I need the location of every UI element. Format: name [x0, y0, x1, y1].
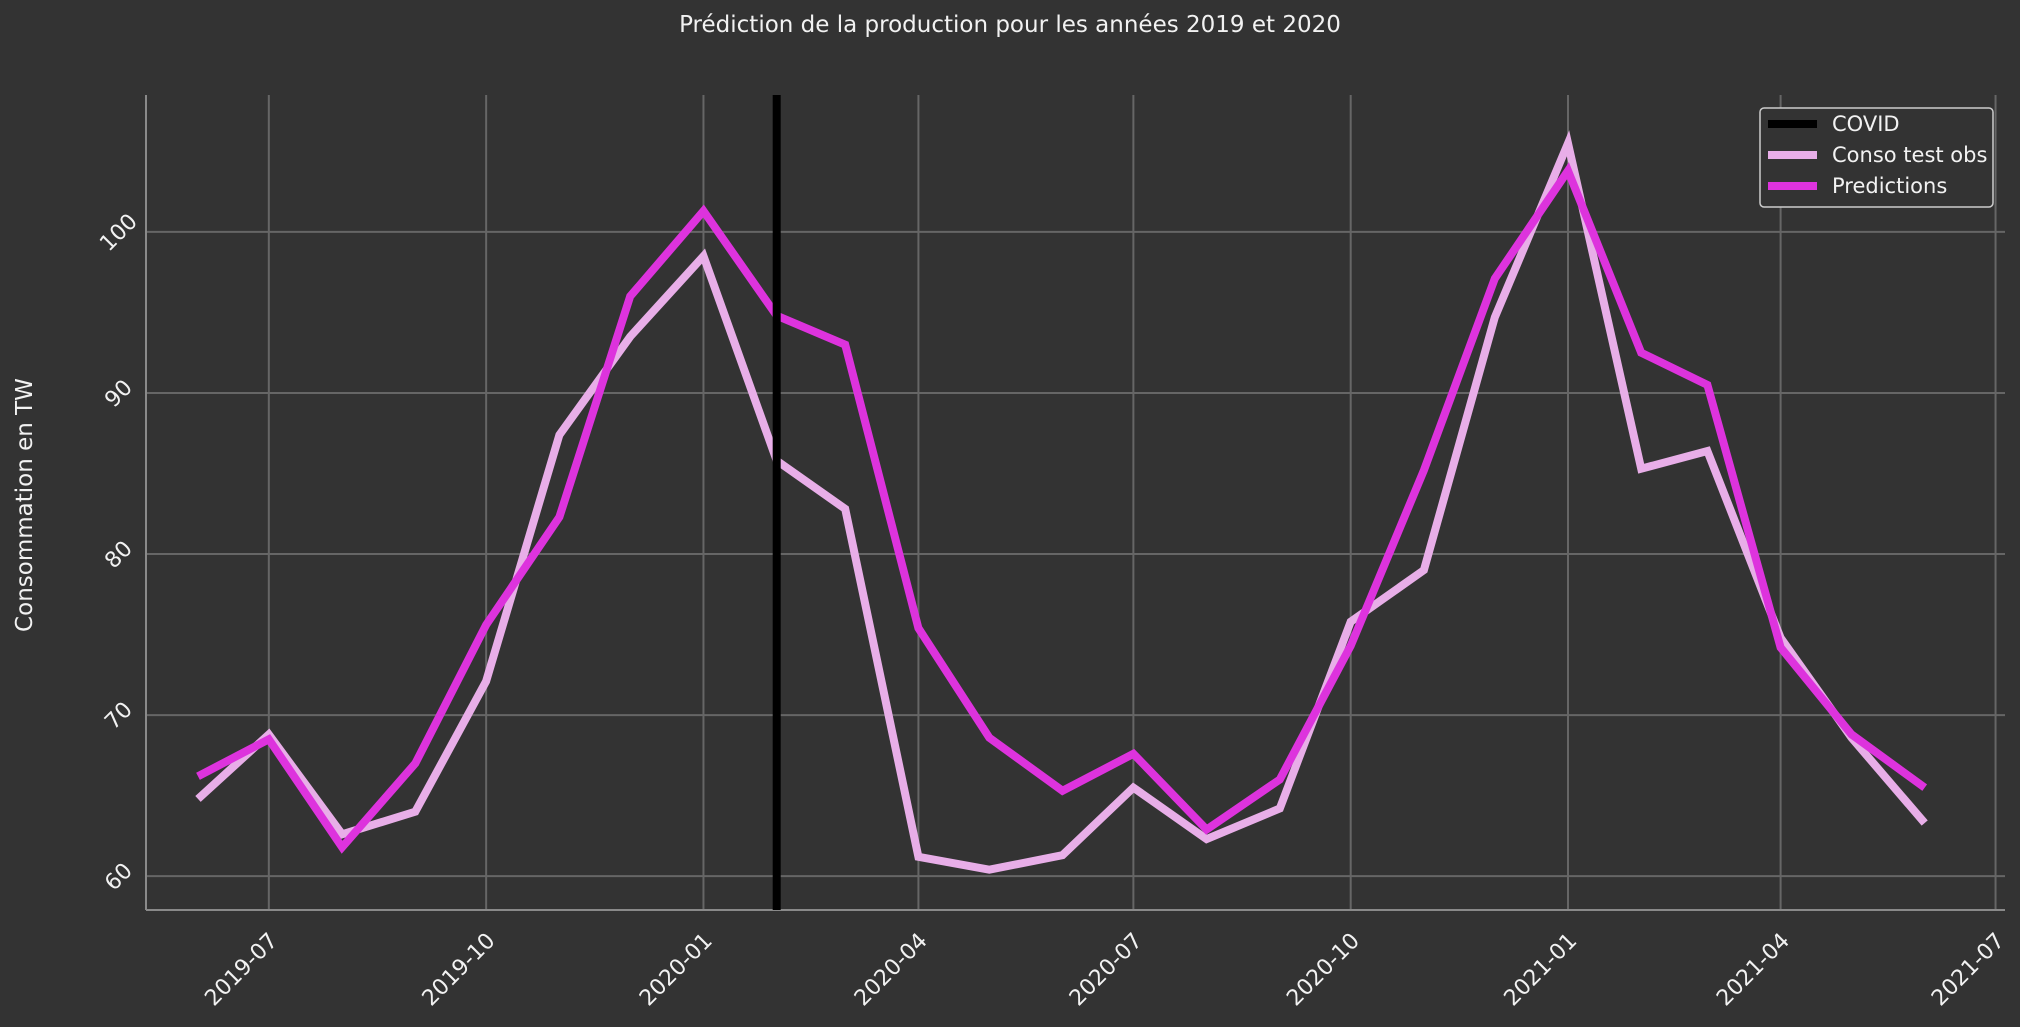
grid	[146, 95, 2005, 910]
legend-item-covid-label: COVID	[1832, 112, 1900, 136]
x-tick-label: 2019-07	[200, 929, 283, 1012]
x-tick-label: 2021-07	[1927, 929, 2010, 1012]
legend-item-predictions-label: Predictions	[1832, 174, 1947, 198]
x-tick-label: 2019-10	[418, 929, 501, 1012]
legend-item-conso-test-obs-label: Conso test obs	[1832, 143, 1987, 167]
y-tick-label: 70	[100, 697, 137, 734]
y-tick-label: 100	[95, 209, 142, 256]
series-line-predictions	[196, 162, 1928, 854]
chart-title: Prédiction de la production pour les ann…	[679, 12, 1341, 38]
x-tick-label: 2020-07	[1065, 929, 1148, 1012]
axes	[145, 95, 2005, 911]
legend-box	[1759, 107, 1994, 208]
tick-labels: 2019-07 2019-10 2020-01 2020-04 2020-07 2020-…	[95, 209, 2009, 1011]
x-tick-label: 2021-01	[1500, 929, 1583, 1012]
series-line-conso-test-obs	[195, 130, 1928, 874]
y-tick-label: 60	[100, 858, 137, 895]
legend: COVID Conso test obs Predictions	[1759, 107, 1994, 208]
y-axis-title: Consommation en TW	[12, 378, 38, 632]
x-tick-label: 2020-04	[850, 929, 933, 1012]
x-tick-label: 2020-01	[635, 929, 718, 1012]
series-layer	[195, 95, 1928, 910]
y-tick-label: 90	[100, 375, 137, 412]
y-tick-label: 80	[100, 536, 137, 573]
x-tick-label: 2021-04	[1712, 929, 1795, 1012]
x-tick-label: 2020-10	[1282, 929, 1365, 1012]
